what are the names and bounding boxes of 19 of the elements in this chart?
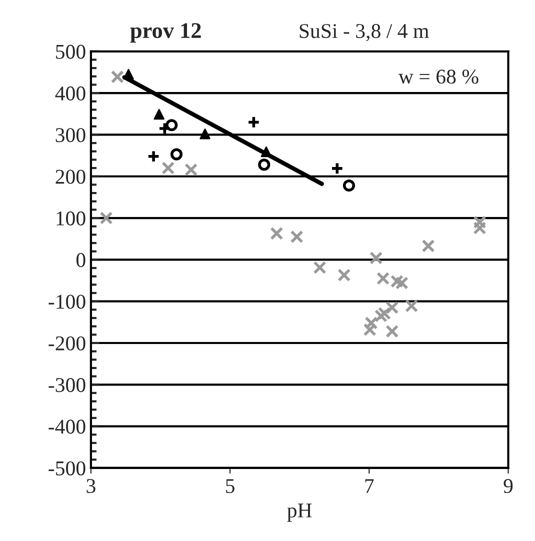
y-tick-label: 100 xyxy=(56,211,86,226)
y-tick-label: 500 xyxy=(56,44,86,59)
chart-title: prov 12 xyxy=(130,23,201,43)
y-tick-label: -400 xyxy=(48,420,86,434)
y-tick-label: 400 xyxy=(55,86,86,100)
y-tick-label: -100 xyxy=(48,294,86,309)
y-tick-label: 200 xyxy=(56,170,86,184)
y-tick-label: -300 xyxy=(48,378,86,392)
chart-subtitle: SuSi - 3,8 / 4 m xyxy=(300,24,429,42)
x-tick-label: 5 xyxy=(226,479,234,494)
y-tick-label: 0 xyxy=(76,253,86,268)
x-tick-label: 3 xyxy=(86,479,96,494)
y-tick-label: 300 xyxy=(56,128,86,142)
x-tick-label: 7 xyxy=(365,479,374,493)
x-tick-label: 9 xyxy=(504,479,513,494)
x-axis-title: pH xyxy=(287,504,312,522)
annotation: w = 68 % xyxy=(398,70,478,84)
y-tick-label: -500 xyxy=(48,461,86,476)
y-tick-label: -200 xyxy=(48,336,86,350)
